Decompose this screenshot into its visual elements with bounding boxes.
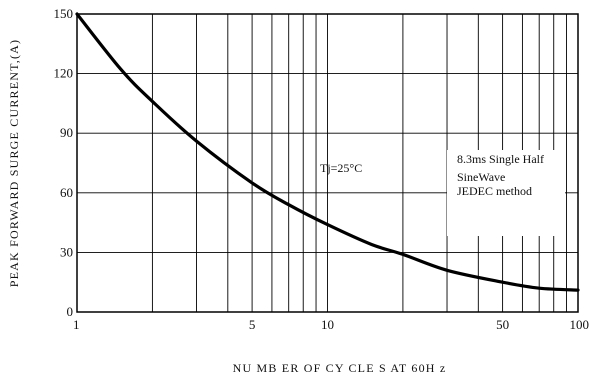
y-tick-label: 0 [67, 304, 74, 319]
x-tick-label: 50 [496, 317, 509, 332]
annotations: Tj=25°C 8.3ms Single Half SineWave JEDEC… [320, 150, 565, 236]
x-tick-label: 5 [249, 317, 256, 332]
plot-frame [76, 13, 579, 313]
x-tick-label: 1 [73, 317, 80, 332]
tick-labels: 0 30 60 90 120 150 1 5 10 50 100 [54, 6, 589, 332]
annotation-line-3: JEDEC method [457, 184, 532, 198]
annotation-line-2: SineWave [457, 170, 505, 184]
annotation-temperature: Tj=25°C [320, 161, 362, 175]
series-layer [75, 12, 580, 292]
y-tick-label: 120 [54, 66, 74, 81]
y-tick-label: 150 [54, 6, 74, 21]
surge-current-curve [75, 12, 580, 292]
annotation-box [447, 150, 565, 236]
y-tick-label: 30 [60, 244, 73, 259]
y-tick-label: 90 [60, 125, 73, 140]
x-tick-label: 100 [570, 317, 589, 332]
x-tick-label: 10 [321, 317, 334, 332]
y-tick-label: 60 [60, 185, 73, 200]
annotation-line-1: 8.3ms Single Half [457, 152, 544, 166]
y-axis-title: PEAK FORWARD SURGE CURRENT,(A) [7, 39, 21, 287]
x-axis-title: NU MB ER OF CY CLE S AT 60H z [233, 361, 447, 375]
